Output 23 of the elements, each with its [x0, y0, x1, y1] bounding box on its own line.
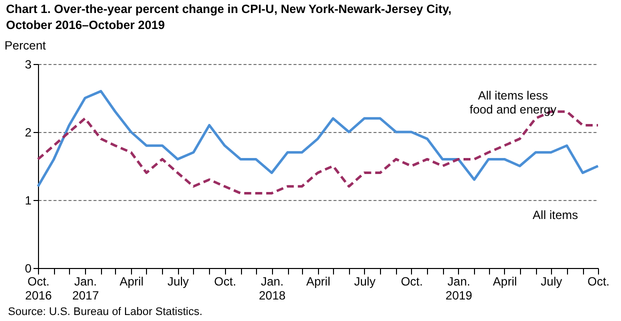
line-series — [36, 90, 600, 188]
x-tick-label: Jan. 2018 — [258, 274, 286, 302]
x-tick-label: Oct. 2016 — [25, 274, 52, 302]
x-tick-label: Jan. 2017 — [72, 274, 100, 302]
x-tick-label: Oct. — [400, 274, 423, 288]
x-tick-label: July — [540, 274, 562, 288]
source-note: Source: U.S. Bureau of Labor Statistics. — [8, 306, 202, 318]
x-tick-label: July — [167, 274, 189, 288]
x-tick-label: Jan. 2019 — [446, 274, 473, 302]
y-tick-label: 2 — [24, 126, 32, 140]
x-tick-label: Oct. — [587, 274, 610, 288]
y-axis-title: Percent — [4, 38, 47, 52]
x-tick-label: April — [306, 274, 330, 288]
chart-title: Chart 1. Over-the-year percent change in CPI-U, New York-Newark-Jersey City, October 2016–October 2019 — [6, 2, 452, 32]
x-tick-label: July — [354, 274, 376, 288]
y-tick-label: 0 — [24, 262, 32, 276]
x-tick-label: April — [492, 274, 517, 288]
x-tick-label: April — [120, 274, 144, 288]
series-label: All items less food and energy — [470, 88, 556, 117]
y-tick-label: 1 — [24, 194, 32, 208]
text: All items — [532, 208, 578, 222]
x-tick-label: Oct. — [214, 274, 236, 288]
y-tick-label: 3 — [24, 58, 32, 72]
